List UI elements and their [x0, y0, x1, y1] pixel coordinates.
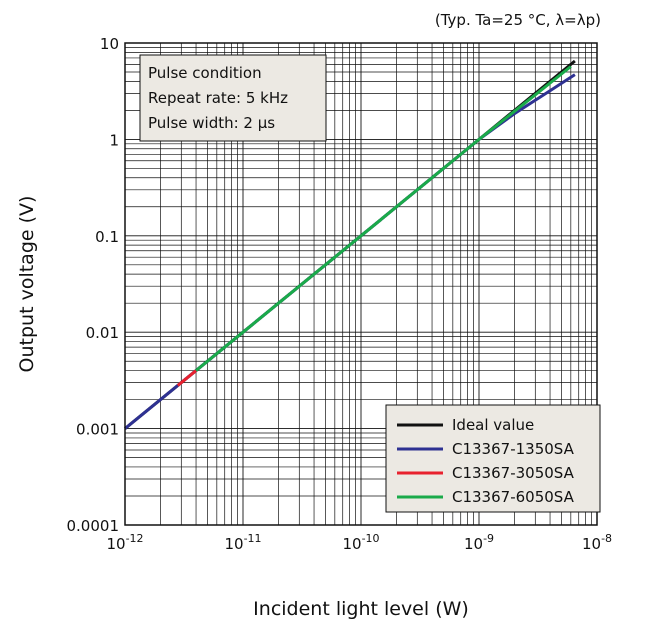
- legend-entry: Ideal value: [452, 416, 534, 434]
- x-tick-labels: 10-12 10-11 10-10 10-9 10-8: [106, 532, 612, 553]
- y-tick-label: 0.01: [86, 324, 119, 342]
- x-tick-label: 10-10: [342, 532, 379, 553]
- pulse-condition-box: Pulse condition Repeat rate: 5 kHz Pulse…: [139, 54, 327, 142]
- y-tick-label: 0.001: [76, 421, 119, 439]
- x-axis-label: Incident light level (W): [253, 598, 469, 620]
- y-tick-label: 1: [109, 131, 119, 149]
- legend: Ideal value C13367-1350SA C13367-3050SA …: [385, 404, 601, 513]
- legend-entry: C13367-6050SA: [452, 488, 575, 506]
- annotation-line: Pulse width: 2 μs: [148, 114, 275, 132]
- y-tick-label: 10: [100, 35, 119, 53]
- plot-frame: [124, 42, 598, 526]
- x-tick-label: 10-9: [464, 532, 494, 553]
- y-tick-labels: 10 1 0.1 0.01 0.001 0.0001: [67, 35, 120, 535]
- annotation-box-frame: [139, 54, 327, 142]
- x-tick-label: 10-12: [106, 532, 143, 553]
- x-tick-label: 10-8: [582, 532, 612, 553]
- annotation-line: Pulse condition: [148, 64, 262, 82]
- legend-entry: C13367-1350SA: [452, 440, 575, 458]
- series-lines: [124, 59, 576, 430]
- y-axis-label: Output voltage (V): [16, 196, 38, 373]
- series-line: [195, 65, 572, 372]
- y-tick-label: 0.0001: [67, 517, 120, 535]
- x-tick-label: 10-11: [224, 532, 261, 553]
- legend-entry: C13367-3050SA: [452, 464, 575, 482]
- legend-frame: [385, 404, 601, 513]
- condition-note: (Typ. Ta=25 °C, λ=λp): [435, 11, 601, 29]
- y-tick-label: 0.1: [95, 228, 119, 246]
- series-line: [176, 369, 197, 387]
- annotation-line: Repeat rate: 5 kHz: [148, 89, 288, 107]
